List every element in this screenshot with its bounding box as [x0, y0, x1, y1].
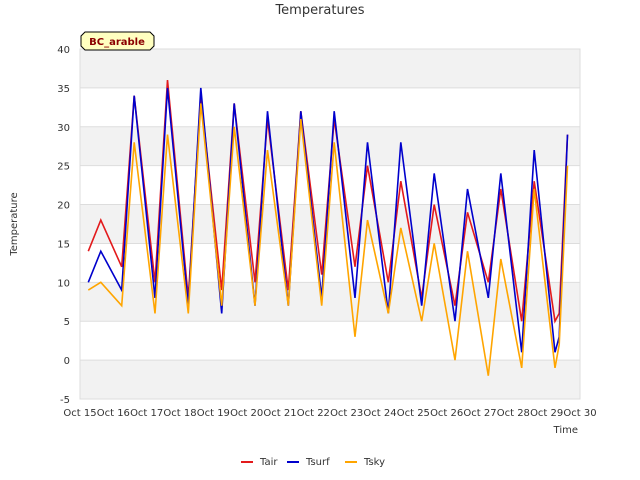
legend-label-tair: Tair: [259, 457, 278, 468]
x-tick-label: Oct 27: [463, 408, 496, 419]
y-tick-label: 10: [57, 278, 70, 289]
y-tick-label: 30: [57, 123, 70, 134]
y-tick-label: 0: [64, 356, 70, 367]
y-tick-label: 25: [57, 162, 70, 173]
x-tick-label: Oct 19: [197, 408, 230, 419]
x-tick-label: Oct 16: [97, 408, 130, 419]
site-tag: BC_arable: [80, 31, 155, 51]
y-tick-label: 40: [57, 45, 70, 56]
x-tick-label: Oct 22: [297, 408, 330, 419]
y-tick-label: 15: [57, 239, 70, 250]
legend: Tair Tsurf Tsky: [241, 457, 385, 468]
x-tick-label: Oct 29: [530, 408, 563, 419]
x-tick-label: Oct 30: [563, 408, 596, 419]
y-tick-label: 5: [64, 317, 70, 328]
background-band: [80, 49, 580, 88]
x-tick-label: Oct 24: [363, 408, 396, 419]
series-line-tsky: [87, 103, 569, 376]
x-tick-label: Oct 25: [397, 408, 430, 419]
series-lines: [87, 80, 569, 376]
x-tick-label: Oct 26: [430, 408, 463, 419]
y-tick-label: 35: [57, 84, 70, 95]
series-line-tsurf: [87, 87, 569, 353]
background-bands: [80, 49, 580, 399]
x-tick-label: Oct 21: [263, 408, 296, 419]
x-tick-label: Oct 20: [230, 408, 263, 419]
chart-title: Temperatures: [274, 3, 364, 18]
y-tick-label: 20: [57, 201, 70, 212]
site-tag-box: [80, 31, 155, 51]
y-axis: -5 0 5 10 15 20 25 30 35 40: [57, 45, 70, 406]
legend-label-tsurf: Tsurf: [305, 457, 330, 468]
site-tag-text: BC_arable: [89, 37, 145, 48]
x-tick-label: Oct 17: [130, 408, 163, 419]
x-axis-label: Time: [553, 425, 578, 436]
x-tick-label: Oct 15: [63, 408, 96, 419]
x-tick-label: Oct 23: [330, 408, 363, 419]
y-tick-label: -5: [60, 395, 70, 406]
x-tick-label: Oct 18: [163, 408, 196, 419]
legend-label-tsky: Tsky: [363, 457, 385, 468]
background-band: [80, 360, 580, 399]
plot-area: [79, 48, 581, 400]
y-axis-label: Temperature: [9, 192, 20, 256]
background-band: [80, 126, 580, 166]
x-tick-label: Oct 28: [497, 408, 530, 419]
x-axis: Oct 15 Oct 16 Oct 17 Oct 18 Oct 19 Oct 20 Oct …: [63, 408, 596, 419]
